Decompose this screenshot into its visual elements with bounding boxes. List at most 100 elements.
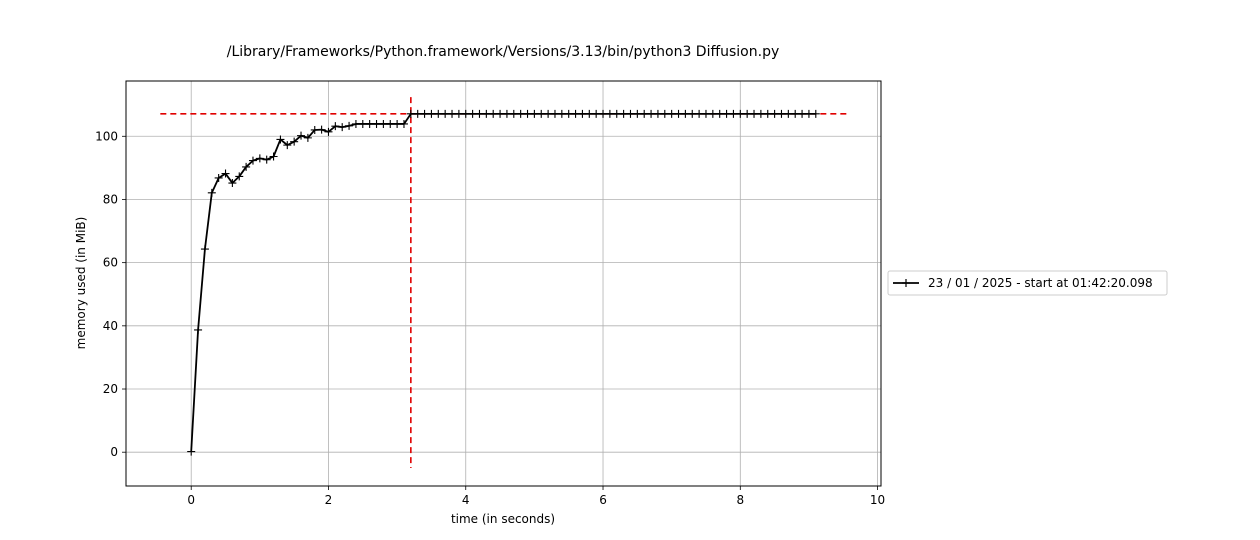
data-point-marker [729, 109, 738, 118]
data-point-marker [248, 156, 257, 165]
data-point-marker [722, 109, 731, 118]
data-point-marker [763, 109, 772, 118]
data-point-marker [441, 109, 450, 118]
legend-label: 23 / 01 / 2025 - start at 01:42:20.098 [928, 276, 1153, 290]
series-group [187, 109, 820, 456]
data-point-marker [681, 109, 690, 118]
legend-box [887, 270, 1168, 296]
x-tick-label: 4 [462, 493, 470, 507]
x-axis-label: time (in seconds) [451, 512, 555, 526]
data-point-marker [221, 169, 230, 178]
data-point-marker [434, 109, 443, 118]
data-point-marker [187, 447, 196, 456]
grid-lines [126, 81, 881, 486]
data-point-marker [406, 109, 415, 118]
data-point-marker [489, 109, 498, 118]
data-point-marker [585, 109, 594, 118]
data-point-marker [750, 109, 759, 118]
data-point-marker [578, 109, 587, 118]
data-point-marker [283, 141, 292, 150]
data-point-marker [482, 109, 491, 118]
data-point-marker [523, 109, 532, 118]
legend: 23 / 01 / 2025 - start at 01:42:20.098 [887, 270, 1168, 296]
data-point-marker [756, 109, 765, 118]
data-point-marker [269, 152, 278, 161]
data-point-marker [708, 109, 717, 118]
data-point-marker [695, 109, 704, 118]
data-point-marker [413, 109, 422, 118]
data-point-marker [599, 109, 608, 118]
data-point-marker [427, 109, 436, 118]
y-tick-label: 20 [103, 382, 118, 396]
data-point-marker [550, 109, 559, 118]
data-point-marker [640, 109, 649, 118]
data-point-marker [345, 121, 354, 130]
data-point-marker [194, 325, 203, 334]
data-point-marker [592, 109, 601, 118]
data-point-marker [770, 109, 779, 118]
data-point-marker [214, 173, 223, 182]
data-point-marker [804, 109, 813, 118]
data-point-marker [303, 133, 312, 142]
data-point-marker [255, 154, 264, 163]
data-point-marker [626, 109, 635, 118]
data-point-marker [605, 109, 614, 118]
data-point-marker [571, 109, 580, 118]
data-point-marker [798, 109, 807, 118]
data-point-marker [496, 109, 505, 118]
data-point-marker [509, 109, 518, 118]
data-point-marker [612, 109, 621, 118]
data-point-marker [633, 109, 642, 118]
data-point-marker [262, 155, 271, 164]
data-point-marker [310, 125, 319, 134]
data-point-marker [420, 109, 429, 118]
y-tick-label: 0 [110, 445, 118, 459]
data-point-marker [502, 109, 511, 118]
data-point-marker [777, 109, 786, 118]
data-point-marker [530, 109, 539, 118]
data-point-marker [653, 109, 662, 118]
y-axis-label: memory used (in MiB) [74, 217, 88, 350]
data-point-marker [619, 109, 628, 118]
data-point-marker [207, 188, 216, 197]
data-point-marker [242, 162, 251, 171]
data-point-marker [200, 245, 209, 254]
data-point-marker [688, 109, 697, 118]
data-point-marker [475, 109, 484, 118]
y-tick-label: 80 [103, 192, 118, 206]
x-tick-label: 8 [736, 493, 744, 507]
data-point-marker [516, 109, 525, 118]
data-point-marker [674, 109, 683, 118]
data-point-marker [235, 172, 244, 181]
x-tick-label: 0 [187, 493, 195, 507]
data-point-marker [351, 119, 360, 128]
data-point-marker [454, 109, 463, 118]
data-point-marker [468, 109, 477, 118]
y-tick-label: 60 [103, 256, 118, 270]
y-tick-label: 100 [95, 129, 118, 143]
data-point-marker [811, 109, 820, 118]
data-point-marker [358, 119, 367, 128]
data-point-marker [461, 109, 470, 118]
data-point-marker [228, 179, 237, 188]
data-point-marker [667, 109, 676, 118]
x-tick-label: 10 [870, 493, 885, 507]
data-point-marker [784, 109, 793, 118]
y-tick-label: 40 [103, 319, 118, 333]
data-point-marker [715, 109, 724, 118]
data-point-marker [660, 109, 669, 118]
data-point-marker [372, 119, 381, 128]
data-point-marker [379, 119, 388, 128]
data-point-marker [365, 119, 374, 128]
data-point-marker [290, 137, 299, 146]
y-axis: 0 20 40 60 80 100 [95, 129, 126, 459]
data-point-marker [331, 122, 340, 131]
data-point-marker [393, 119, 402, 128]
data-point-marker [386, 119, 395, 128]
data-point-marker [324, 127, 333, 136]
data-point-marker [297, 131, 306, 140]
data-point-marker [448, 109, 457, 118]
data-point-marker [537, 109, 546, 118]
data-point-marker [736, 109, 745, 118]
